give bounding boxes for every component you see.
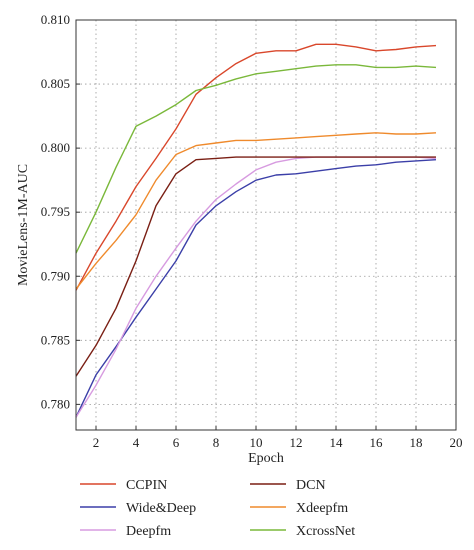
grid-lines [76,20,456,430]
legend: CCPIN DCN Wide&Deep Xdeepfm Deepfm XcrossNet [80,478,355,539]
x-tick-label: 12 [290,435,303,450]
x-tick-label: 20 [450,435,463,450]
y-tick-label: 0.790 [41,268,70,283]
series-line-ccpin [75,43,437,291]
series-line-xcrossnet [75,64,437,254]
series-line-xdeepfm [75,132,437,290]
legend-label-xcrossnet: XcrossNet [296,524,355,539]
series-line-wide-deep [75,159,437,418]
legend-label-deepfm: Deepfm [126,524,171,539]
y-axis-title: MovieLens-1M-AUC [16,164,31,286]
x-tick-label: 18 [410,435,423,450]
series-lines [75,43,437,418]
x-tick-label: 14 [330,435,344,450]
x-tick-label: 4 [133,435,140,450]
legend-label-xdeepfm: Xdeepfm [296,501,348,516]
y-tick-label: 0.800 [41,140,70,155]
x-tick-label: 6 [173,435,180,450]
y-tick-labels: 0.780 0.785 0.790 0.795 0.800 0.805 0.810 [41,12,70,411]
y-tick-label: 0.780 [41,396,70,411]
tick-marks [76,19,457,430]
series-line-dcn [75,156,436,377]
y-tick-label: 0.795 [41,204,70,219]
x-tick-label: 10 [250,435,263,450]
plot-frame [75,19,457,431]
x-axis-title: Epoch [248,451,284,466]
y-tick-label: 0.785 [41,332,70,347]
legend-label-wide-deep: Wide&Deep [126,501,196,516]
x-tick-label: 8 [213,435,220,450]
y-tick-label: 0.805 [41,76,70,91]
x-tick-labels: 2 4 6 8 10 12 14 16 18 20 [93,435,463,450]
legend-label-dcn: DCN [296,478,326,493]
y-tick-label: 0.810 [41,12,70,27]
legend-label-ccpin: CCPIN [126,478,167,493]
x-tick-label: 16 [370,435,384,450]
x-tick-label: 2 [93,435,100,450]
